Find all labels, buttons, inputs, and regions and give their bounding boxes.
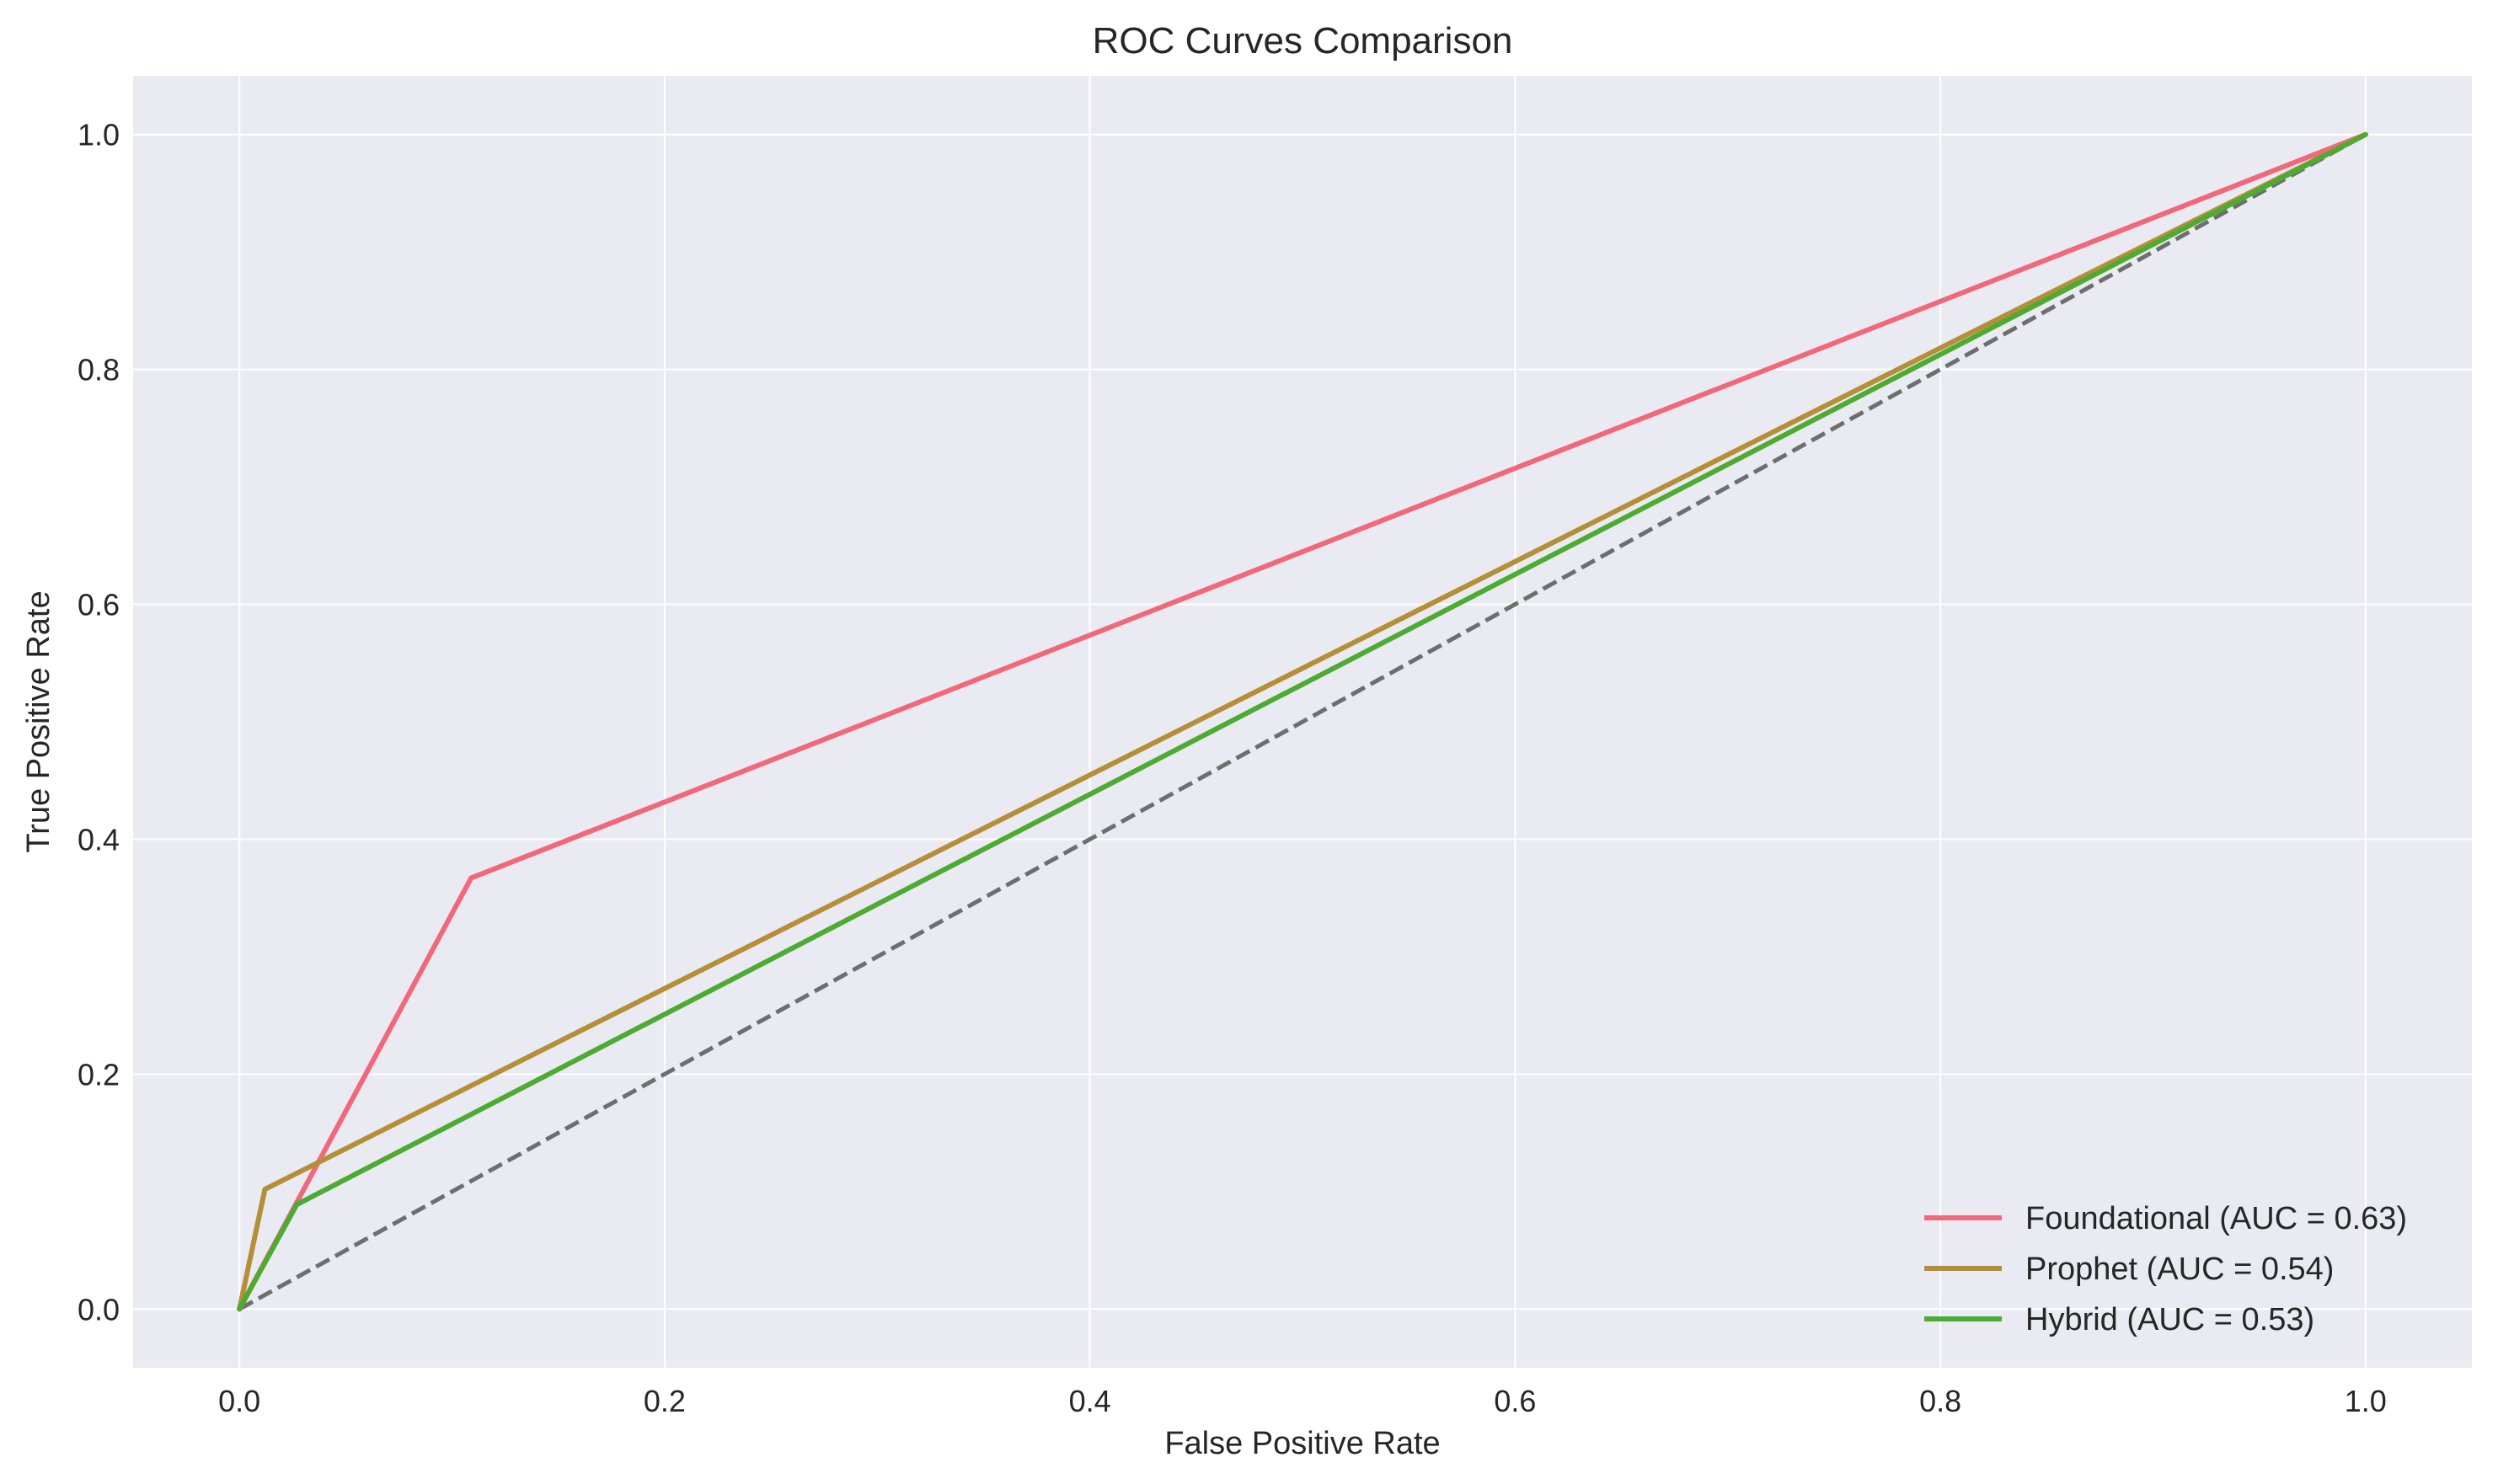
series-line-3 xyxy=(237,131,2368,1312)
x-tick-label: 0.2 xyxy=(644,1384,686,1418)
x-tick-labels: 0.0 0.2 0.4 0.6 0.8 1.0 xyxy=(218,1384,2387,1418)
chart-title: ROC Curves Comparison xyxy=(1093,20,1513,61)
legend-label: Foundational (AUC = 0.63) xyxy=(2025,1201,2407,1236)
chance-line xyxy=(238,132,2367,1311)
y-tick-label: 0.0 xyxy=(78,1292,120,1327)
legend: Foundational (AUC = 0.63) Prophet (AUC = … xyxy=(1924,1201,2407,1337)
x-tick-label: 0.4 xyxy=(1069,1384,1111,1418)
y-tick-label: 0.4 xyxy=(78,822,120,857)
chance-line-group xyxy=(238,132,2367,1311)
x-axis-label: False Positive Rate xyxy=(1164,1426,1440,1461)
y-axis-label: True Positive Rate xyxy=(21,590,56,852)
y-tick-label: 1.0 xyxy=(78,118,120,152)
x-tick-label: 1.0 xyxy=(2345,1384,2387,1418)
x-tick-label: 0.0 xyxy=(218,1384,260,1418)
x-tick-label: 0.8 xyxy=(1919,1384,1961,1418)
series-line-2 xyxy=(237,131,2368,1312)
y-tick-label: 0.8 xyxy=(78,353,120,387)
y-tick-labels: 0.0 0.2 0.4 0.6 0.8 1.0 xyxy=(78,118,120,1327)
y-tick-label: 0.6 xyxy=(78,588,120,622)
legend-label: Hybrid (AUC = 0.53) xyxy=(2025,1302,2314,1337)
series-lines xyxy=(237,131,2368,1312)
legend-label: Prophet (AUC = 0.54) xyxy=(2025,1252,2334,1287)
grid-lines xyxy=(133,76,2472,1368)
y-tick-label: 0.2 xyxy=(78,1057,120,1092)
x-tick-label: 0.6 xyxy=(1494,1384,1536,1418)
